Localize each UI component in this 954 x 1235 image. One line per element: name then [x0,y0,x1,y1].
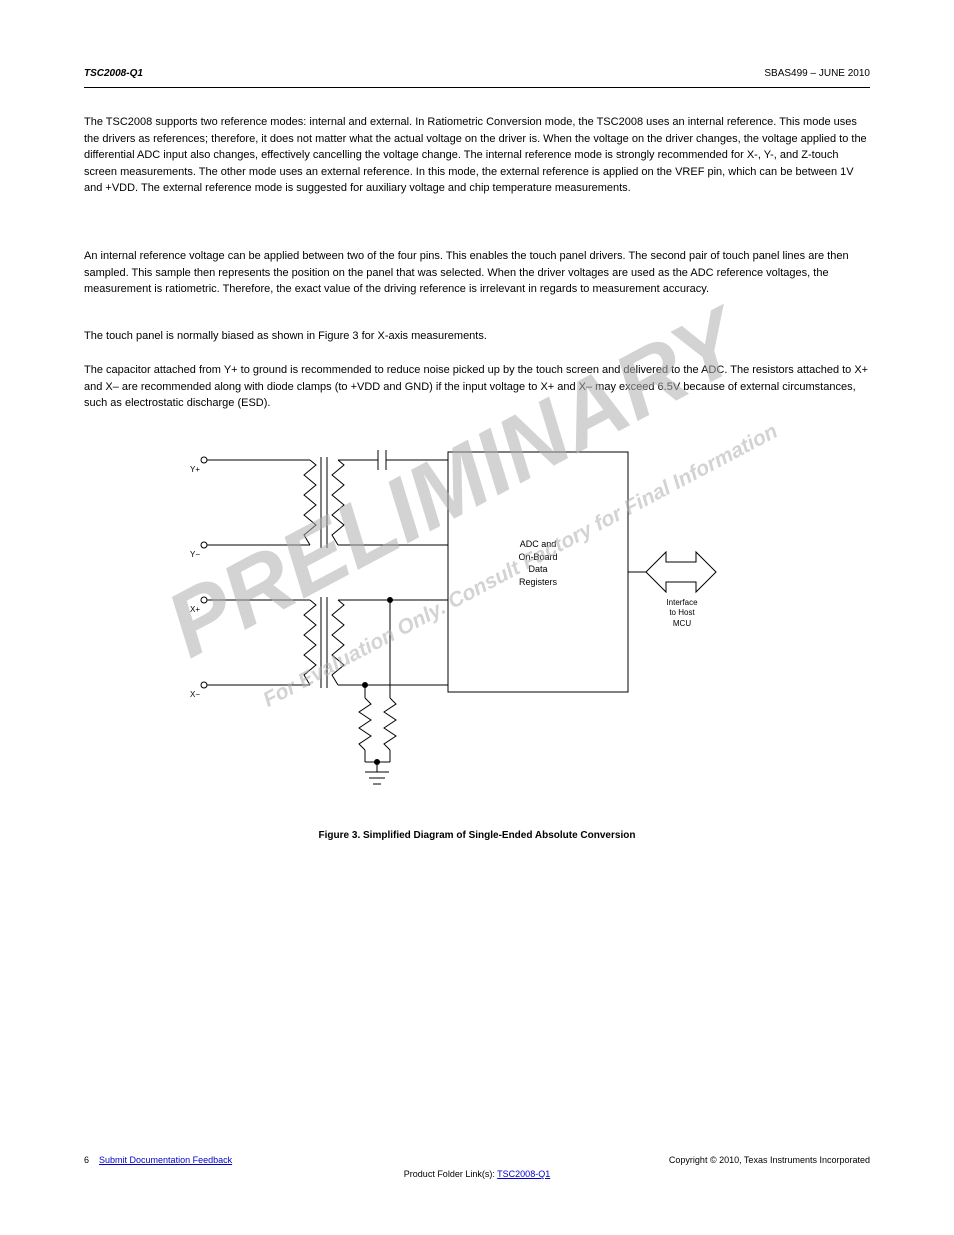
page-header: TSC2008-Q1 SBAS499 – JUNE 2010 [84,68,870,88]
page-footer: 6 Submit Documentation Feedback Copyrigh… [84,1155,870,1179]
paragraph-2: An internal reference voltage can be app… [84,248,870,298]
header-doc-id: SBAS499 – JUNE 2010 [764,68,870,79]
adc-line3: Data [528,564,547,574]
label-y-plus: Y+ [190,465,200,474]
footer-product-prefix: Product Folder Link(s): [404,1169,497,1179]
footer-product-link[interactable]: TSC2008-Q1 [497,1169,550,1179]
iface-line1: Interface [666,598,697,607]
footer-copyright: Copyright © 2010, Texas Instruments Inco… [669,1155,870,1165]
header-part-number: TSC2008-Q1 [84,68,143,79]
paragraph-4: The capacitor attached from Y+ to ground… [84,362,870,412]
label-x-minus: X− [190,690,200,699]
adc-line1: ADC and [520,539,557,549]
interface-label: Interface to Host MCU [646,598,718,629]
label-x-plus: X+ [190,605,200,614]
paragraph-1: The TSC2008 supports two reference modes… [84,114,870,197]
iface-line2: to Host [669,608,694,617]
adc-line4: Registers [519,577,557,587]
figure-3: Y+ Y− X+ X− ADC and On-Board Data Regist… [190,430,730,810]
adc-box-label: ADC and On-Board Data Registers [448,538,628,588]
footer-page-number: 6 [84,1155,89,1165]
footer-feedback-link[interactable]: Submit Documentation Feedback [99,1155,232,1165]
iface-line3: MCU [673,619,691,628]
adc-line2: On-Board [518,552,557,562]
label-y-minus: Y− [190,550,200,559]
figure-3-caption: Figure 3. Simplified Diagram of Single-E… [0,830,954,841]
paragraph-3: The touch panel is normally biased as sh… [84,328,870,345]
